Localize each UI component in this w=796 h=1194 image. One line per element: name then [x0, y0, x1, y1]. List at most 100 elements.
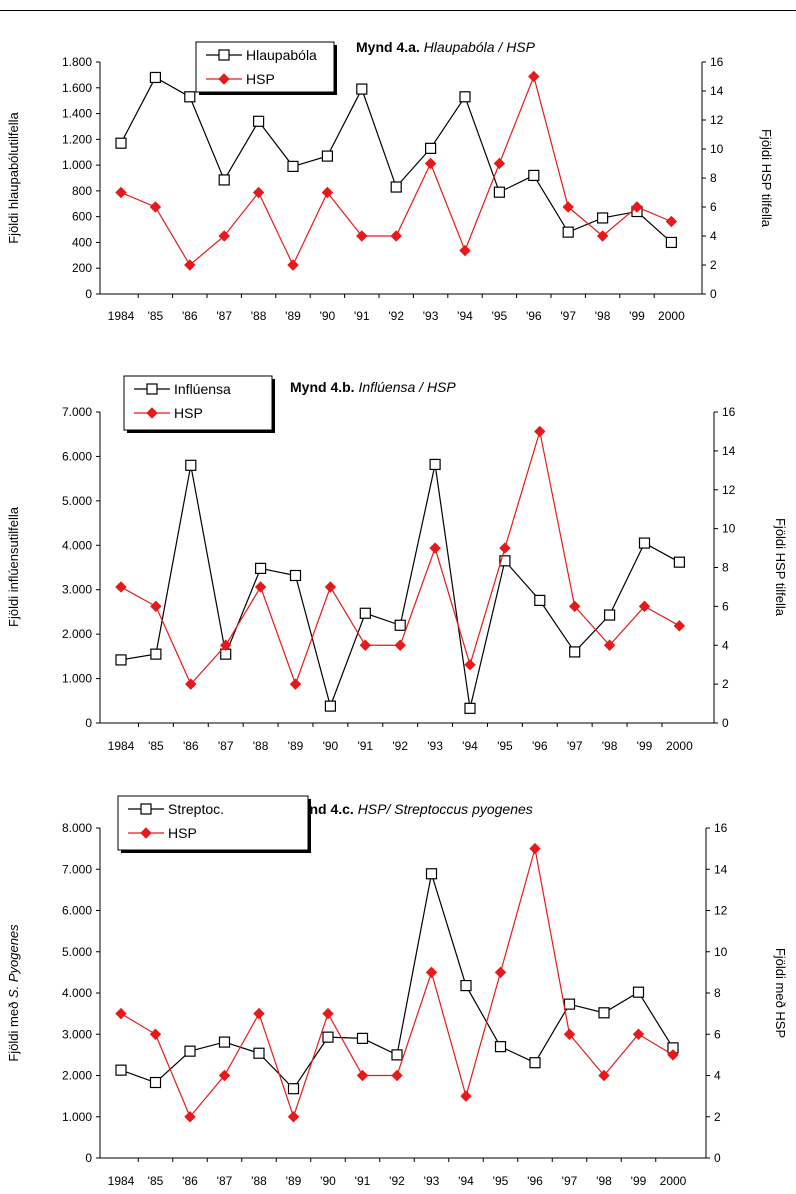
- right-tick-label: 16: [722, 405, 736, 419]
- x-tick-label: 2000: [660, 1174, 687, 1188]
- left-tick-label: 1.200: [62, 132, 92, 146]
- x-tick-label: '95: [497, 739, 513, 753]
- left-tick-label: 0: [85, 287, 92, 301]
- data-point-diamond: [394, 639, 406, 651]
- right-tick-label: 14: [710, 84, 724, 98]
- x-tick-label: '98: [596, 1174, 612, 1188]
- data-point-square: [596, 212, 609, 224]
- data-point-diamond: [115, 1007, 127, 1020]
- data-point-square: [150, 648, 162, 660]
- legend-label: Inflúensa: [174, 381, 231, 397]
- data-point-diamond: [324, 581, 337, 593]
- left-tick-label: 400: [72, 235, 92, 249]
- left-tick-label: 2.000: [62, 627, 92, 641]
- left-tick-label: 1.400: [62, 107, 92, 121]
- data-point-diamond: [667, 1049, 679, 1061]
- x-tick-label: '99: [637, 739, 653, 753]
- x-tick-label: '87: [218, 739, 234, 753]
- data-point-diamond: [218, 230, 230, 242]
- chart-title-italic: Hlaupabóla / HSP: [424, 39, 536, 55]
- data-point-diamond: [359, 639, 372, 651]
- left-tick-label: 1.800: [62, 55, 92, 69]
- x-tick-label: '93: [427, 739, 443, 753]
- data-point-square: [115, 1064, 127, 1076]
- data-point-square: [218, 174, 230, 186]
- left-tick-label: 7.000: [62, 405, 92, 419]
- x-tick-label: 2000: [658, 309, 685, 323]
- legend-label: HSP: [246, 71, 275, 87]
- chart-4c: 0 1.000 2.000 3.000 4.000 5.000 6.000 7.000 8.00…: [6, 795, 788, 1188]
- data-point-square: [287, 160, 299, 172]
- y-axis-left-title-text: Fjöldi með: [6, 998, 21, 1062]
- right-tick-label: 2: [722, 677, 729, 691]
- right-tick-label: 10: [714, 945, 728, 959]
- y-axis-right-title: Fjöldi með HSP: [773, 948, 788, 1038]
- right-tick-label: 10: [710, 142, 724, 156]
- x-tick-label: '91: [355, 1174, 371, 1188]
- chart-title: Mynd 4.b. Inflúensa / HSP: [290, 379, 456, 395]
- left-tick-label: 1.000: [62, 158, 92, 172]
- data-point-square: [356, 1032, 369, 1044]
- data-point-diamond: [218, 1069, 231, 1082]
- x-tick-label: '91: [357, 739, 373, 753]
- x-tick-label: '86: [183, 739, 199, 753]
- y-axis-left-title: Fjöldi með S. Pyogenes: [6, 924, 21, 1062]
- legend-marker-diamond: [146, 407, 158, 419]
- data-point-diamond: [287, 1111, 300, 1123]
- data-point-square: [289, 569, 302, 582]
- x-tick-label: '94: [457, 309, 473, 323]
- data-point-diamond: [638, 600, 651, 613]
- data-point-square: [464, 702, 476, 714]
- data-point-diamond: [253, 1007, 265, 1020]
- data-point-square: [322, 1031, 334, 1043]
- x-tick-label: '95: [492, 309, 508, 323]
- data-point-square: [665, 236, 678, 249]
- data-point-diamond: [185, 678, 197, 690]
- x-tick-label: '98: [602, 739, 618, 753]
- right-tick-label: 14: [714, 862, 728, 876]
- data-point-square: [425, 142, 437, 154]
- data-point-square: [321, 150, 333, 162]
- x-tick-label: '97: [562, 1174, 578, 1188]
- data-point-square: [598, 1007, 610, 1019]
- data-point-diamond: [184, 1111, 196, 1123]
- right-tick-label: 0: [714, 1151, 721, 1165]
- left-tick-label: 6.000: [62, 904, 92, 918]
- x-tick-label: '94: [458, 1174, 474, 1188]
- right-tick-label: 0: [710, 287, 717, 301]
- x-tick-label: '89: [286, 1174, 302, 1188]
- x-tick-label: '92: [392, 739, 408, 753]
- data-point-square: [528, 169, 540, 182]
- legend-marker-square: [146, 383, 158, 395]
- data-point-diamond: [459, 244, 471, 257]
- legend-label: HSP: [168, 825, 197, 841]
- left-tick-label: 1.000: [62, 672, 92, 686]
- left-tick-label: 3.000: [62, 583, 92, 597]
- left-tick-label: 2.000: [62, 1069, 92, 1083]
- left-tick-label: 5.000: [62, 494, 92, 508]
- data-point-diamond: [460, 1090, 472, 1102]
- x-tick-label: '89: [285, 309, 301, 323]
- data-point-diamond: [494, 966, 507, 979]
- data-point-diamond: [356, 1069, 369, 1082]
- data-point-diamond: [149, 1028, 162, 1040]
- data-point-diamond: [499, 542, 511, 554]
- right-tick-label: 4: [714, 1069, 721, 1083]
- y-axis-left-title: Fjöldi hlaupabólutilfella: [6, 111, 21, 243]
- x-tick-label: '92: [389, 1174, 405, 1188]
- data-point-diamond: [529, 842, 541, 855]
- data-point-square: [563, 998, 576, 1010]
- data-point-diamond: [528, 70, 540, 83]
- left-tick-label: 4.000: [62, 538, 92, 552]
- data-point-square: [184, 91, 196, 103]
- y-axis-left-title: Fjöldi inflúensutilfella: [6, 506, 21, 627]
- top-rule: [0, 10, 796, 11]
- data-point-diamond: [115, 186, 127, 199]
- right-tick-label: 6: [722, 599, 729, 613]
- data-point-square: [460, 979, 472, 992]
- x-tick-label: '85: [148, 309, 164, 323]
- chart-title-italic: HSP/ Streptoccus pyogenes: [358, 801, 533, 817]
- x-tick-label: '85: [148, 739, 164, 753]
- data-point-square: [390, 181, 402, 193]
- right-tick-label: 0: [722, 716, 729, 730]
